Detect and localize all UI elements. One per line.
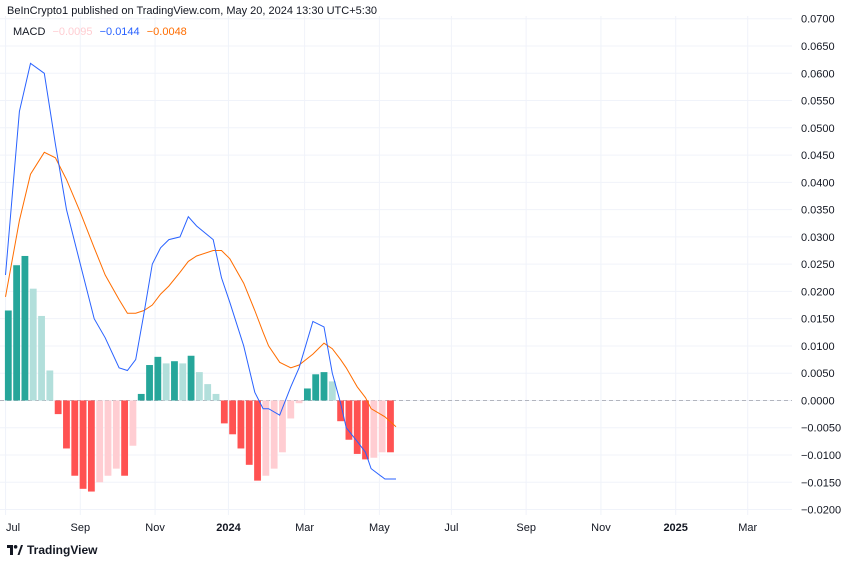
histogram-bar <box>337 400 345 422</box>
histogram-bar <box>387 400 394 453</box>
histogram-bar <box>179 363 187 401</box>
histogram-bar <box>229 400 237 435</box>
legend-macd-value: −0.0144 <box>99 26 140 38</box>
y-tick-label: 0.0100 <box>801 341 835 353</box>
histogram-bar <box>38 315 45 401</box>
histogram-bar <box>295 400 303 404</box>
histogram-bar <box>87 400 95 492</box>
indicator-legend[interactable]: MACD −0.0095 −0.0144 −0.0048 <box>13 26 191 38</box>
histogram-bar <box>195 372 203 401</box>
histogram-bar <box>370 400 378 458</box>
y-tick-label: −0.0050 <box>801 423 841 435</box>
histogram-bar <box>104 400 112 476</box>
histogram-bar <box>54 400 62 415</box>
histogram-bar <box>171 361 178 401</box>
histogram-bar <box>13 265 21 401</box>
y-tick-label: 0.0050 <box>801 368 835 380</box>
histogram-bar <box>378 400 386 453</box>
histogram-bar <box>96 400 104 483</box>
x-tick-label: May <box>369 522 390 534</box>
y-tick-label: 0.0550 <box>801 96 835 108</box>
legend-signal-value: −0.0048 <box>146 26 187 38</box>
histogram-bar <box>129 400 137 446</box>
time-scale[interactable]: Jul Sep Nov 2024 Mar May Jul Sep Nov 2025 Mar <box>6 522 757 534</box>
y-tick-label: 0.0300 <box>801 232 835 244</box>
histogram-bar <box>112 400 120 469</box>
histogram-bar <box>279 400 286 453</box>
histogram-bar <box>270 400 278 469</box>
histogram-bar <box>287 400 295 419</box>
x-tick-label: Jul <box>444 522 458 534</box>
y-tick-label: 0.0250 <box>801 259 835 271</box>
y-tick-label: 0.0450 <box>801 150 835 162</box>
histogram-bar <box>245 400 253 465</box>
histogram-bar <box>237 400 245 449</box>
legend-title: MACD <box>13 26 46 38</box>
publisher-caption: BeInCrypto1 published on TradingView.com… <box>7 5 378 17</box>
histogram-bar <box>204 384 212 401</box>
y-tick-label: 0.0400 <box>801 177 835 189</box>
signal-line <box>5 151 397 428</box>
x-tick-label: Nov <box>591 522 611 534</box>
histogram-bar <box>146 365 153 401</box>
histogram-bar <box>320 372 328 401</box>
histogram-bar <box>46 370 54 401</box>
price-scale[interactable]: 0.0700 0.0650 0.0600 0.0550 0.0500 0.0450 0.04… <box>801 14 841 517</box>
x-tick-label: Jul <box>6 522 20 534</box>
histogram-bar <box>262 400 270 476</box>
histogram-bar <box>121 400 129 476</box>
y-tick-label: −0.0100 <box>801 450 841 462</box>
histogram-bar <box>21 255 29 401</box>
x-tick-label: 2024 <box>216 522 241 534</box>
x-tick-label: Mar <box>738 522 757 534</box>
y-tick-label: 0.0350 <box>801 205 835 217</box>
y-tick-label: 0.0150 <box>801 314 835 326</box>
histogram-bar <box>29 288 37 401</box>
histogram-bar <box>63 400 70 449</box>
x-tick-label: Mar <box>295 522 314 534</box>
histogram-bar <box>312 374 320 401</box>
y-tick-label: 0.0650 <box>801 41 835 53</box>
histogram <box>4 255 394 492</box>
histogram-bar <box>79 400 87 489</box>
y-tick-label: −0.0150 <box>801 477 841 489</box>
histogram-bar <box>154 356 162 401</box>
histogram-bar <box>254 400 261 481</box>
y-tick-label: 0.0600 <box>801 68 835 80</box>
y-tick-label: 0.0500 <box>801 123 835 135</box>
x-tick-label: 2025 <box>663 522 687 534</box>
histogram-bar <box>303 388 311 401</box>
histogram-bar <box>162 363 170 401</box>
grid <box>0 16 792 515</box>
tradingview-logo-icon <box>7 545 23 555</box>
histogram-bar <box>212 393 220 401</box>
legend-histogram-value: −0.0095 <box>52 26 93 38</box>
histogram-bar <box>353 400 361 454</box>
tradingview-logo[interactable]: TradingView <box>7 543 97 557</box>
x-tick-label: Nov <box>145 522 165 534</box>
y-tick-label: −0.0200 <box>801 505 841 517</box>
y-tick-label: 0.0200 <box>801 286 835 298</box>
tradingview-logo-text: TradingView <box>27 543 98 557</box>
histogram-bar <box>345 400 353 440</box>
y-tick-label: 0.0000 <box>801 395 835 407</box>
macd-line <box>5 62 396 480</box>
histogram-bar <box>328 381 336 401</box>
histogram-bar <box>137 393 145 401</box>
histogram-bar <box>71 400 79 476</box>
histogram-bar <box>4 310 12 401</box>
histogram-bar <box>187 355 195 401</box>
histogram-bar <box>362 400 369 460</box>
histogram-bar <box>220 400 228 424</box>
y-tick-label: 0.0700 <box>801 14 835 26</box>
x-tick-label: Sep <box>71 522 91 534</box>
x-tick-label: Sep <box>516 522 536 534</box>
